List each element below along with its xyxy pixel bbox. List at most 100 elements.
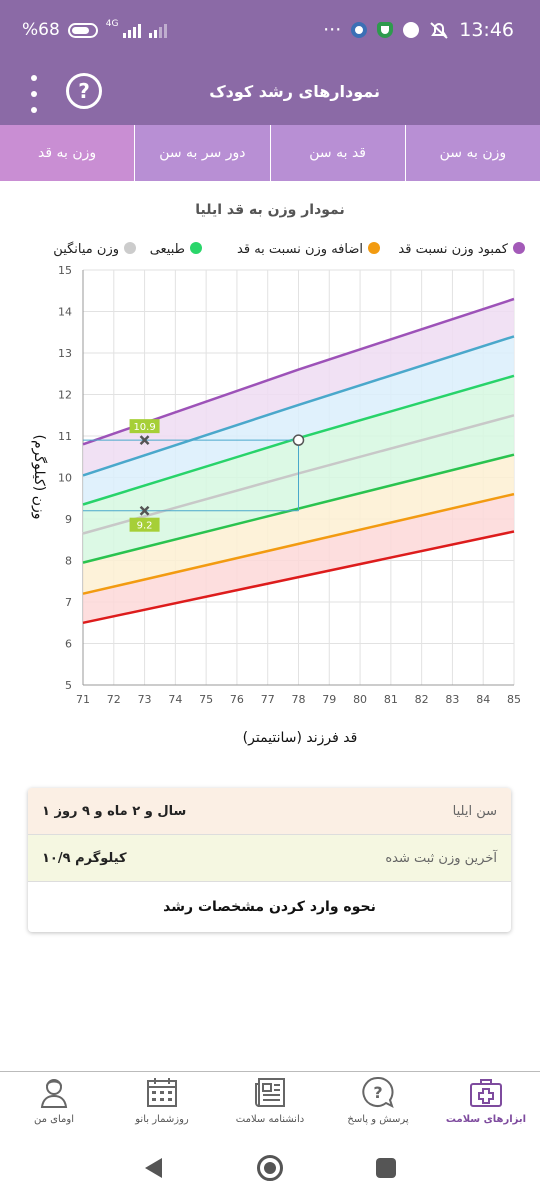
- current-point-marker: [292, 434, 305, 446]
- chart-band: [83, 336, 514, 505]
- x-tick-label: 78: [292, 693, 306, 706]
- chart-guides: [83, 439, 299, 512]
- legend-swatch: [190, 242, 202, 254]
- data-point-marker: [139, 505, 150, 516]
- status-left: %68 4G: [22, 19, 167, 40]
- y-tick-label: 13: [58, 347, 72, 360]
- x-axis-label: قد فرزند (سانتیمتر): [243, 730, 358, 746]
- y-tick-label: 14: [58, 306, 72, 319]
- age-value: ۱ سال و ۲ ماه و ۹ روز: [42, 803, 187, 819]
- chart-title: نمودار وزن به قد ایلیا: [195, 202, 344, 218]
- chart-band: [83, 454, 514, 594]
- svg-text:?: ?: [373, 1083, 382, 1102]
- bell-muted-icon: [430, 22, 448, 39]
- x-tick-label: 77: [261, 693, 275, 706]
- newspaper-icon: [255, 1078, 285, 1107]
- last-weight-row: ۱۰/۹ کیلوگرم آخرین وزن ثبت شده: [28, 835, 511, 882]
- legend-label: اضافه وزن نسبت به قد: [237, 242, 363, 257]
- data-point-marker: [139, 435, 150, 446]
- data-point-label-box: [129, 517, 160, 532]
- nav-health-tools[interactable]: ابزارهای سلامت: [432, 1072, 540, 1135]
- tab-height-for-age[interactable]: قد به سن: [269, 125, 405, 181]
- help-button[interactable]: ?: [66, 73, 102, 109]
- chart-band: [83, 494, 514, 623]
- legend-label: وزن میانگین: [53, 241, 119, 257]
- clock: 13:46: [459, 19, 514, 41]
- legend-swatch: [513, 242, 525, 254]
- home-icon[interactable]: [257, 1155, 283, 1181]
- data-point-label: 10.9: [133, 422, 155, 433]
- age-row: ۱ سال و ۲ ماه و ۹ روز سن ایلیا: [28, 788, 511, 835]
- bottom-navigation: اومای من روزشمار بانو دانشنامه سلامت ? پ…: [0, 1071, 540, 1135]
- y-tick-label: 9: [65, 513, 72, 526]
- x-tick-label: 85: [507, 693, 521, 706]
- y-tick-label: 12: [58, 389, 72, 402]
- x-tick-label: 73: [138, 693, 152, 706]
- last-weight-label: آخرین وزن ثبت شده: [385, 850, 497, 866]
- chart-marks: 10.9 9.2: [129, 419, 305, 532]
- x-tick-label: 76: [230, 693, 244, 706]
- chart-legend: کمبود وزن نسبت قد اضافه وزن نسبت به قد طبی…: [53, 241, 525, 257]
- chart-tabs: وزن به قد دور سر به سن قد به سن وزن به س…: [0, 125, 540, 181]
- y-axis-label: وزن (کیلوگرم): [31, 435, 48, 520]
- chart-ticks: 71 72 73 74 75 76 77 78 79 80 81 82 83 84 855678910111…: [58, 264, 521, 706]
- signal-icon: [122, 22, 141, 38]
- series-line: [82, 492, 515, 595]
- status-right: ··· 13:46: [323, 19, 514, 41]
- x-tick-label: 83: [445, 693, 459, 706]
- status-bar: %68 4G ··· 13:46: [0, 0, 540, 64]
- more-notifications: ···: [323, 19, 342, 41]
- calendar-icon: [147, 1078, 177, 1107]
- tab-weight-for-age[interactable]: وزن به سن: [404, 125, 540, 181]
- system-navigation: [0, 1135, 540, 1200]
- growth-chart-svg: نمودار وزن به قد ایلیا کمبود وزن نسبت قد…: [31, 202, 525, 746]
- y-tick-label: 15: [58, 264, 72, 277]
- x-tick-label: 82: [415, 693, 429, 706]
- growth-info-card: ۱ سال و ۲ ماه و ۹ روز سن ایلیا ۱۰/۹ کیلو…: [28, 788, 511, 932]
- data-point-label: 9.2: [137, 521, 153, 532]
- legend-label: کمبود وزن نسبت قد: [398, 242, 508, 257]
- x-tick-label: 72: [107, 693, 121, 706]
- nav-label: دانشنامه سلامت: [235, 1114, 305, 1125]
- profile-icon: [40, 1079, 68, 1108]
- y-tick-label: 6: [65, 638, 72, 651]
- last-weight-value: ۱۰/۹ کیلوگرم: [42, 850, 127, 866]
- y-tick-label: 11: [58, 430, 72, 443]
- tab-weight-for-height[interactable]: وزن به قد: [0, 125, 135, 181]
- nav-questions[interactable]: ? پرسش و پاسخ: [324, 1072, 432, 1135]
- network-type: 4G: [105, 19, 119, 29]
- battery-percent: %68: [22, 20, 60, 40]
- chart-band: [83, 299, 514, 476]
- legend-swatch: [124, 242, 136, 254]
- nav-encyclopedia[interactable]: دانشنامه سلامت: [216, 1072, 324, 1135]
- y-tick-label: 7: [65, 596, 72, 609]
- series-line: [82, 530, 515, 625]
- howto-enter-growth-button[interactable]: نحوه وارد کردن مشخصات رشد: [163, 899, 376, 915]
- series-line: [82, 335, 515, 477]
- data-point-label-box: [129, 419, 160, 434]
- y-tick-label: 5: [65, 679, 72, 692]
- growth-chart: نمودار وزن به قد ایلیا کمبود وزن نسبت قد…: [0, 181, 540, 761]
- page-title: نمودارهای رشد کودک: [209, 82, 380, 101]
- signal-2-icon: [148, 22, 167, 38]
- x-tick-label: 71: [76, 693, 90, 706]
- x-tick-label: 74: [168, 693, 182, 706]
- x-tick-label: 75: [199, 693, 213, 706]
- app-bar: ? نمودارهای رشد کودک: [0, 64, 540, 125]
- tab-head-circumference-for-age[interactable]: دور سر به سن: [134, 125, 269, 181]
- overflow-menu-icon[interactable]: [24, 73, 44, 115]
- x-tick-label: 81: [384, 693, 398, 706]
- back-icon[interactable]: [145, 1158, 162, 1178]
- x-tick-label: 84: [476, 693, 490, 706]
- recent-apps-icon[interactable]: [376, 1158, 396, 1178]
- nav-label: روزشمار بانو: [135, 1114, 189, 1125]
- medical-kit-icon: [470, 1079, 502, 1107]
- nav-calendar[interactable]: روزشمار بانو: [108, 1072, 216, 1135]
- app-notification-icon: [403, 22, 420, 38]
- y-tick-label: 8: [65, 555, 72, 568]
- nav-my-profile[interactable]: اومای من: [0, 1072, 108, 1135]
- question-icon: ?: [362, 1076, 394, 1108]
- x-tick-label: 79: [322, 693, 336, 706]
- nav-label: پرسش و پاسخ: [347, 1114, 409, 1125]
- nav-label: ابزارهای سلامت: [445, 1114, 527, 1125]
